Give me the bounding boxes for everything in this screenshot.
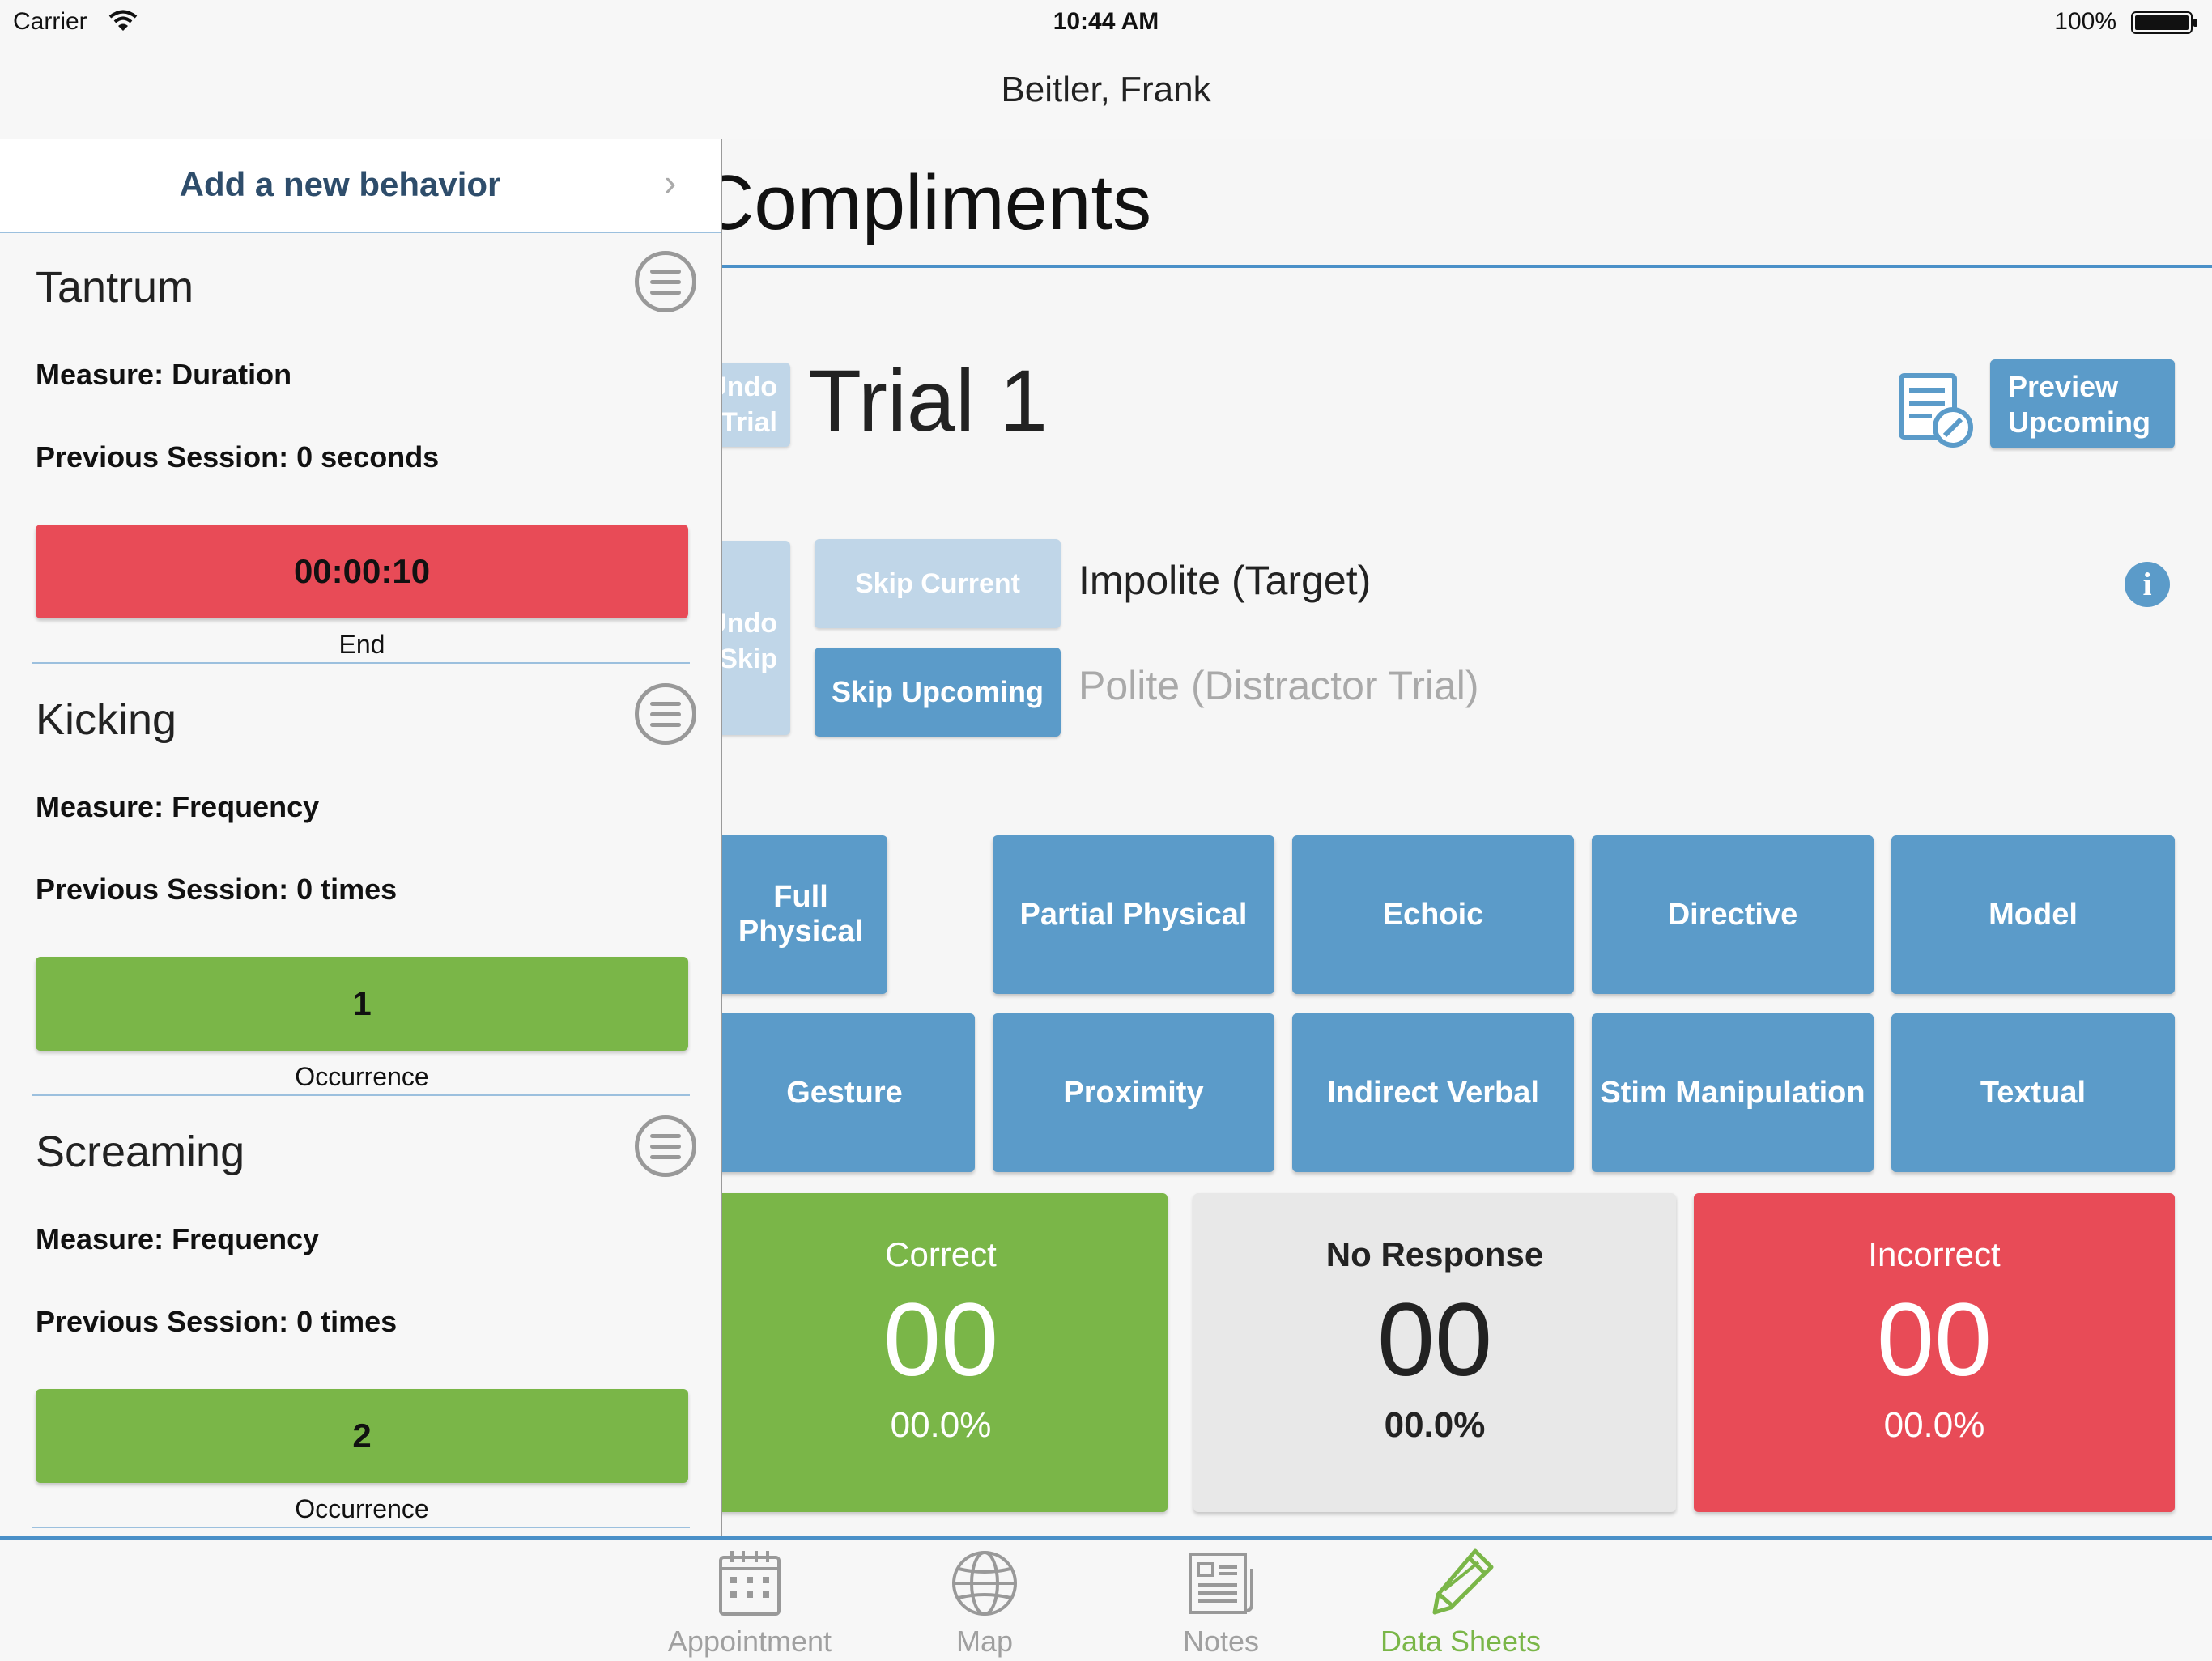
behavior-card: Kicking Measure: Frequency Previous Sess… xyxy=(32,664,696,1096)
behavior-measure: Measure: Duration xyxy=(36,358,292,391)
add-behavior-label: Add a new behavior xyxy=(179,165,501,203)
nav-bar: Beitler, Frank xyxy=(0,45,2212,141)
behavior-name: Tantrum xyxy=(36,263,194,312)
divider xyxy=(32,1527,690,1528)
tab-label: Map xyxy=(955,1625,1014,1658)
carrier-label: Carrier xyxy=(13,8,87,35)
behavior-measure: Measure: Frequency xyxy=(36,1222,320,1255)
add-behavior-row[interactable]: Add a new behavior › xyxy=(0,139,721,233)
tab-label: Notes xyxy=(1182,1625,1260,1658)
upcoming-target: Polite (Distractor Trial) xyxy=(1078,663,1479,708)
frequency-counter-button[interactable]: 1 xyxy=(36,957,688,1051)
no-response-percent: 00.0% xyxy=(1384,1405,1486,1445)
correct-label: Correct xyxy=(885,1235,997,1273)
correct-tile[interactable]: Correct 00 00.0% xyxy=(722,1193,1168,1512)
prompt-stim-manipulation[interactable]: Stim Manipulation xyxy=(1592,1013,1874,1172)
behavior-previous-session: Previous Session: 0 times xyxy=(36,873,398,906)
duration-timer-button[interactable]: 00:00:10 xyxy=(36,525,688,618)
behavior-name: Screaming xyxy=(36,1128,245,1176)
info-icon[interactable]: i xyxy=(2125,562,2170,607)
behavior-measure: Measure: Frequency xyxy=(36,790,320,823)
trial-area: Compliments Undo Trial Trial 1 Preview U… xyxy=(722,139,2212,1540)
correct-percent: 00.0% xyxy=(890,1405,992,1445)
skip-current-button[interactable]: Skip Current xyxy=(815,539,1061,628)
prompt-textual[interactable]: Textual xyxy=(1891,1013,2175,1172)
prompt-partial-physical[interactable]: Partial Physical xyxy=(993,835,1274,994)
undo-trial-button[interactable]: Undo Trial xyxy=(722,363,790,447)
pencil-icon xyxy=(1432,1548,1494,1615)
wifi-icon xyxy=(108,10,138,31)
tab-label: Data Sheets xyxy=(1380,1625,1542,1658)
menu-icon[interactable] xyxy=(635,683,696,745)
battery-percent: 100% xyxy=(2054,8,2116,35)
prompt-directive[interactable]: Directive xyxy=(1592,835,1874,994)
chevron-right-icon: › xyxy=(664,161,677,203)
header-divider xyxy=(722,265,2212,268)
prompt-model[interactable]: Model xyxy=(1891,835,2175,994)
divider xyxy=(32,1094,690,1096)
current-target: Impolite (Target) xyxy=(1078,558,1372,603)
tab-label: Appointment xyxy=(667,1625,832,1658)
prompt-proximity[interactable]: Proximity xyxy=(993,1013,1274,1172)
tab-bar: Appointment Map Notes Data S xyxy=(0,1536,2212,1661)
no-response-tile[interactable]: No Response 00 00.0% xyxy=(1193,1193,1676,1512)
incorrect-percent: 00.0% xyxy=(1883,1405,1985,1445)
globe-icon xyxy=(952,1551,1017,1616)
tab-notes[interactable]: Notes xyxy=(1132,1544,1310,1659)
divider xyxy=(32,662,690,664)
battery-icon xyxy=(2131,11,2197,34)
behavior-card: Tantrum Measure: Duration Previous Sessi… xyxy=(32,232,696,664)
tab-map[interactable]: Map xyxy=(895,1544,1074,1659)
behaviors-panel: Add a new behavior › Tantrum Measure: Du… xyxy=(0,139,722,1540)
preview-upcoming-button[interactable]: Preview Upcoming xyxy=(1990,359,2175,448)
trial-title: Trial 1 xyxy=(808,351,1049,449)
undo-skip-button[interactable]: Undo Skip xyxy=(722,541,790,735)
menu-icon[interactable] xyxy=(635,1115,696,1177)
no-response-label: No Response xyxy=(1325,1235,1544,1273)
client-name: Beitler, Frank xyxy=(1001,70,1211,109)
prompt-echoic[interactable]: Echoic xyxy=(1292,835,1574,994)
calendar-icon xyxy=(719,1551,781,1616)
menu-icon[interactable] xyxy=(635,251,696,312)
incorrect-count: 00 xyxy=(1876,1282,1993,1398)
incorrect-tile[interactable]: Incorrect 00 00.0% xyxy=(1694,1193,2175,1512)
correct-count: 00 xyxy=(883,1282,999,1398)
behavior-action-label: End xyxy=(338,630,385,659)
skip-upcoming-button[interactable]: Skip Upcoming xyxy=(815,648,1061,737)
notes-icon xyxy=(1189,1553,1253,1614)
clock: 10:44 AM xyxy=(1053,8,1159,35)
status-bar: Carrier 10:44 AM 100% xyxy=(0,0,2212,45)
behavior-name: Kicking xyxy=(36,695,177,744)
behavior-action-label: Occurrence xyxy=(295,1494,429,1523)
tab-data-sheets[interactable]: Data Sheets xyxy=(1372,1544,1550,1659)
no-response-count: 00 xyxy=(1376,1282,1493,1398)
prompt-indirect-verbal[interactable]: Indirect Verbal xyxy=(1292,1013,1574,1172)
frequency-counter-button[interactable]: 2 xyxy=(36,1389,688,1483)
prompt-gesture[interactable]: Gesture xyxy=(722,1013,975,1172)
edit-sheet-icon[interactable] xyxy=(1895,369,1976,450)
incorrect-label: Incorrect xyxy=(1868,1235,2001,1273)
program-title: Compliments xyxy=(722,159,1152,246)
prompt-full-physical[interactable]: Full Physical xyxy=(722,835,887,994)
behavior-previous-session: Previous Session: 0 seconds xyxy=(36,440,440,474)
behavior-action-label: Occurrence xyxy=(295,1062,429,1091)
behavior-previous-session: Previous Session: 0 times xyxy=(36,1305,398,1338)
tab-appointment[interactable]: Appointment xyxy=(661,1544,839,1659)
prompt-gesture-label: Gesture xyxy=(786,1075,903,1110)
behavior-card: Screaming Measure: Frequency Previous Se… xyxy=(32,1096,696,1528)
